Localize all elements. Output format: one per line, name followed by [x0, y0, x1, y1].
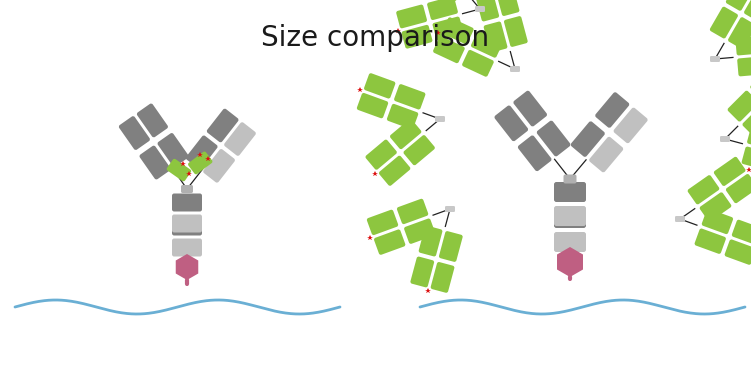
FancyBboxPatch shape: [743, 105, 751, 136]
FancyBboxPatch shape: [554, 182, 586, 202]
FancyBboxPatch shape: [224, 122, 256, 156]
FancyBboxPatch shape: [513, 91, 547, 127]
FancyBboxPatch shape: [484, 22, 508, 52]
FancyBboxPatch shape: [403, 135, 435, 165]
FancyBboxPatch shape: [433, 17, 463, 40]
FancyBboxPatch shape: [494, 105, 528, 141]
FancyBboxPatch shape: [364, 73, 395, 99]
FancyBboxPatch shape: [433, 0, 464, 4]
FancyBboxPatch shape: [357, 93, 388, 118]
FancyBboxPatch shape: [725, 240, 751, 265]
FancyBboxPatch shape: [203, 149, 235, 183]
FancyBboxPatch shape: [140, 146, 170, 180]
FancyBboxPatch shape: [435, 116, 445, 122]
FancyBboxPatch shape: [537, 121, 571, 157]
FancyBboxPatch shape: [720, 136, 730, 142]
FancyBboxPatch shape: [571, 121, 605, 157]
FancyBboxPatch shape: [742, 147, 751, 170]
FancyBboxPatch shape: [700, 192, 731, 222]
FancyBboxPatch shape: [185, 135, 218, 169]
FancyBboxPatch shape: [394, 84, 426, 110]
FancyBboxPatch shape: [744, 0, 751, 21]
FancyBboxPatch shape: [172, 238, 202, 257]
Polygon shape: [176, 254, 198, 280]
FancyBboxPatch shape: [167, 159, 192, 182]
FancyBboxPatch shape: [390, 119, 421, 149]
FancyBboxPatch shape: [475, 0, 499, 22]
FancyBboxPatch shape: [563, 174, 577, 183]
FancyBboxPatch shape: [433, 36, 465, 63]
FancyBboxPatch shape: [379, 156, 410, 186]
FancyBboxPatch shape: [366, 139, 397, 170]
FancyBboxPatch shape: [445, 206, 455, 212]
FancyBboxPatch shape: [701, 209, 733, 234]
FancyBboxPatch shape: [404, 218, 436, 244]
FancyBboxPatch shape: [675, 216, 685, 222]
FancyBboxPatch shape: [188, 152, 213, 174]
FancyBboxPatch shape: [504, 16, 528, 47]
FancyBboxPatch shape: [172, 218, 202, 235]
FancyBboxPatch shape: [595, 92, 629, 128]
FancyBboxPatch shape: [397, 5, 427, 28]
FancyBboxPatch shape: [731, 220, 751, 245]
FancyBboxPatch shape: [554, 206, 586, 226]
FancyBboxPatch shape: [418, 226, 442, 257]
FancyBboxPatch shape: [747, 126, 751, 150]
FancyBboxPatch shape: [554, 208, 586, 228]
FancyBboxPatch shape: [737, 56, 751, 76]
FancyBboxPatch shape: [410, 257, 434, 287]
FancyBboxPatch shape: [374, 229, 406, 255]
FancyBboxPatch shape: [496, 0, 520, 16]
FancyBboxPatch shape: [397, 199, 428, 224]
FancyBboxPatch shape: [710, 7, 738, 39]
FancyBboxPatch shape: [710, 56, 720, 62]
FancyBboxPatch shape: [471, 31, 502, 58]
FancyBboxPatch shape: [137, 103, 168, 138]
FancyBboxPatch shape: [614, 108, 647, 143]
FancyBboxPatch shape: [713, 157, 746, 186]
FancyBboxPatch shape: [554, 232, 586, 252]
FancyBboxPatch shape: [442, 17, 474, 44]
FancyBboxPatch shape: [750, 68, 751, 99]
FancyBboxPatch shape: [207, 109, 239, 143]
FancyBboxPatch shape: [427, 0, 458, 20]
FancyBboxPatch shape: [439, 231, 463, 262]
FancyBboxPatch shape: [387, 104, 418, 129]
FancyBboxPatch shape: [158, 133, 189, 167]
FancyBboxPatch shape: [735, 35, 751, 55]
FancyBboxPatch shape: [172, 194, 202, 211]
Text: Size comparison: Size comparison: [261, 24, 489, 52]
FancyBboxPatch shape: [430, 262, 454, 293]
FancyBboxPatch shape: [725, 0, 751, 11]
FancyBboxPatch shape: [402, 25, 433, 49]
Polygon shape: [557, 247, 583, 277]
FancyBboxPatch shape: [728, 17, 751, 49]
FancyBboxPatch shape: [119, 116, 150, 150]
FancyBboxPatch shape: [728, 91, 751, 122]
FancyBboxPatch shape: [475, 6, 485, 12]
FancyBboxPatch shape: [366, 210, 398, 235]
FancyBboxPatch shape: [181, 185, 193, 193]
FancyBboxPatch shape: [589, 137, 623, 172]
FancyBboxPatch shape: [725, 174, 751, 203]
FancyBboxPatch shape: [462, 50, 494, 77]
FancyBboxPatch shape: [695, 229, 726, 254]
FancyBboxPatch shape: [688, 175, 719, 204]
FancyBboxPatch shape: [510, 66, 520, 72]
FancyBboxPatch shape: [517, 135, 551, 171]
FancyBboxPatch shape: [172, 215, 202, 232]
